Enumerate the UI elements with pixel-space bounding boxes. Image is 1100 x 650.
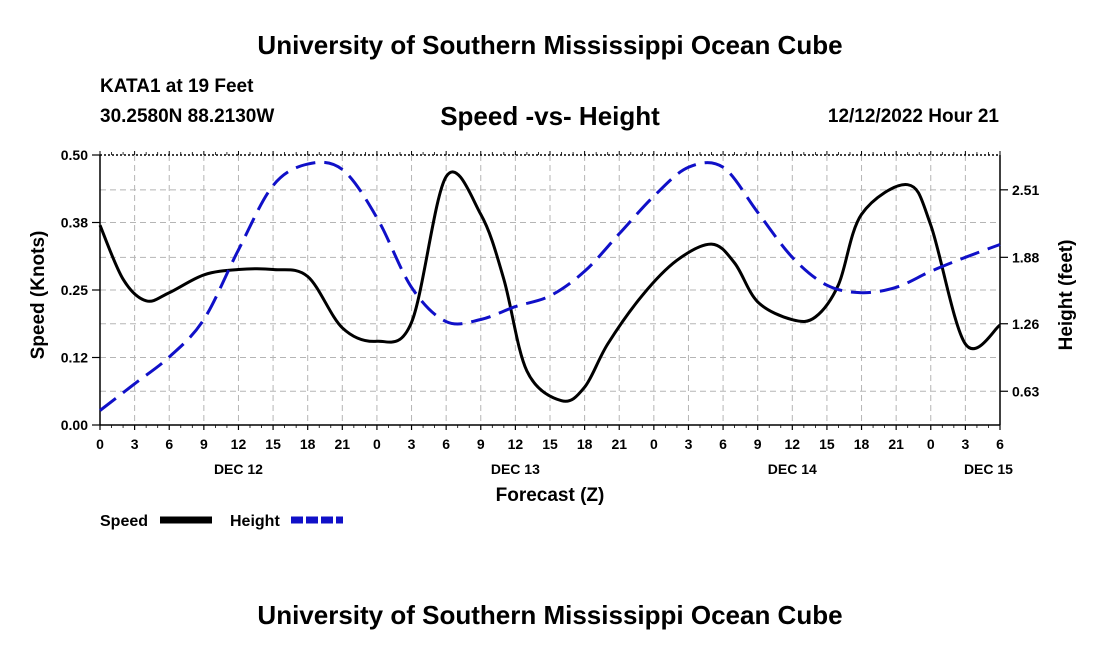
series-line-height [99, 160, 1001, 412]
axis-ticks [92, 151, 1008, 430]
legend-label-speed: Speed [100, 513, 148, 530]
page-title: University of Southern Mississippi Ocean… [257, 30, 843, 60]
right-tick-label: 0.63 [1012, 383, 1039, 399]
x-tick-label: 18 [854, 436, 870, 452]
x-tick-label: 15 [542, 436, 558, 452]
series-line-speed [98, 170, 1001, 403]
x-tick-label: 0 [373, 436, 381, 452]
x-tick-label: 6 [442, 436, 450, 452]
right-tick-label: 2.51 [1012, 182, 1039, 198]
station-label: KATA1 at 19 Feet [100, 76, 254, 97]
x-tick-label: 21 [335, 436, 351, 452]
data-series [98, 160, 1001, 412]
left-tick-label: 0.38 [61, 215, 88, 231]
x-tick-label: 0 [927, 436, 935, 452]
x-tick-label: 18 [300, 436, 316, 452]
left-axis-title: Speed (Knots) [28, 231, 49, 360]
x-tick-label: 3 [961, 436, 969, 452]
x-tick-label: 9 [754, 436, 762, 452]
left-tick-label: 0.50 [61, 147, 88, 163]
left-tick-label: 0.25 [61, 282, 88, 298]
date-label: DEC 13 [491, 461, 540, 477]
station-coordinates: 30.2580N 88.2130W [100, 106, 275, 127]
x-tick-label: 21 [888, 436, 904, 452]
x-tick-label: 21 [611, 436, 627, 452]
x-tick-label: 9 [477, 436, 485, 452]
x-tick-label: 12 [785, 436, 801, 452]
x-tick-label: 6 [165, 436, 173, 452]
x-tick-label: 15 [819, 436, 835, 452]
forecast-datetime: 12/12/2022 Hour 21 [827, 106, 999, 127]
right-axis-title: Height (feet) [1056, 240, 1077, 351]
right-tick-label: 1.88 [1012, 249, 1039, 265]
x-tick-label: 15 [265, 436, 281, 452]
axis-labels: 0 3 6 9 12 15 18 21 0 3 6 9 12 15 18 21 0 3 6 9 12 15 18 21 0 3 6 D… [28, 147, 1077, 506]
x-tick-label: 3 [131, 436, 139, 452]
x-axis-title: Forecast (Z) [496, 485, 605, 506]
chart-legend: Speed Height [100, 513, 343, 530]
x-tick-label: 12 [508, 436, 524, 452]
x-tick-label: 0 [650, 436, 658, 452]
left-tick-label: 0.12 [61, 350, 88, 366]
x-tick-label: 0 [96, 436, 104, 452]
x-tick-label: 18 [577, 436, 593, 452]
x-tick-label: 9 [200, 436, 208, 452]
x-tick-label: 3 [408, 436, 416, 452]
x-tick-label: 3 [685, 436, 693, 452]
date-label: DEC 15 [964, 461, 1013, 477]
x-tick-label: 12 [231, 436, 247, 452]
x-tick-label: 6 [719, 436, 727, 452]
date-label: DEC 12 [214, 461, 263, 477]
left-tick-label: 0.00 [61, 417, 88, 433]
x-tick-label: 6 [996, 436, 1004, 452]
legend-label-height: Height [230, 513, 280, 530]
grid-lines [100, 155, 1000, 425]
date-label: DEC 14 [768, 461, 817, 477]
footer-title: University of Southern Mississippi Ocean… [257, 600, 843, 630]
right-tick-label: 1.26 [1012, 316, 1039, 332]
chart-title: Speed -vs- Height [440, 101, 660, 131]
